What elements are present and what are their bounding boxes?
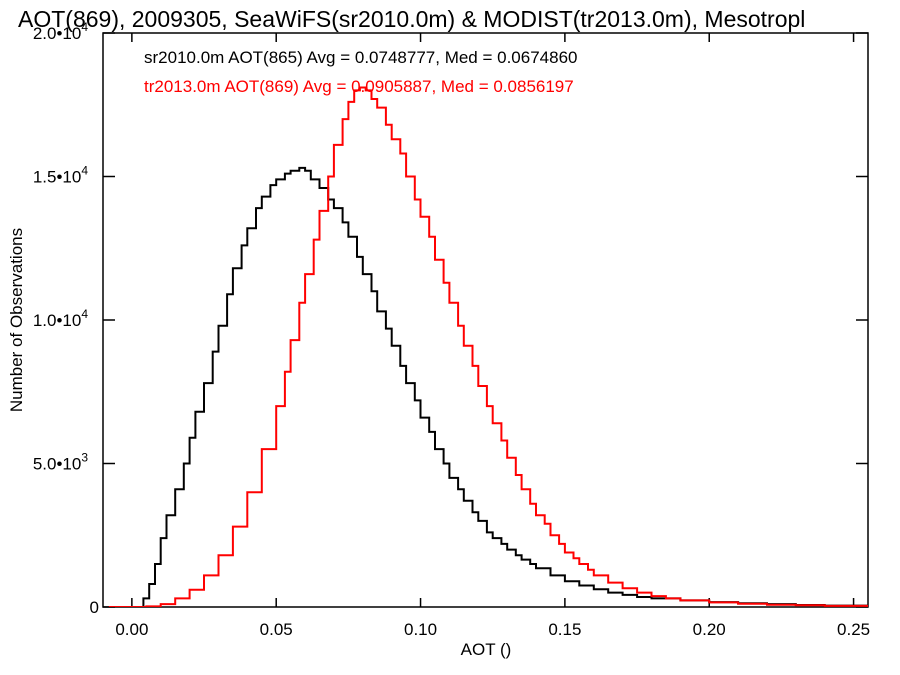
series-group (108, 86, 868, 607)
x-tick-label: 0.15 (548, 620, 581, 639)
y-tick-label: 5.0•103 (33, 451, 89, 474)
series-line-sr2010 (108, 166, 868, 607)
y-tick-label: 0 (90, 598, 99, 617)
x-tick-label: 0.00 (115, 620, 148, 639)
x-tick-label: 0.10 (404, 620, 437, 639)
y-tick-label: 1.0•104 (33, 307, 89, 330)
annotation-sr2010: sr2010.0m AOT(865) Avg = 0.0748777, Med … (144, 48, 578, 67)
y-axis: 0 5.0•103 1.0•104 1.5•104 2.0•104 (33, 20, 868, 617)
chart-title: AOT(869), 2009305, SeaWiFS(sr2010.0m) & … (18, 6, 805, 32)
series-line-tr2013 (108, 86, 868, 607)
x-tick-label: 0.05 (260, 620, 293, 639)
x-axis-label: AOT () (461, 640, 512, 659)
y-axis-label: Number of Observations (7, 228, 26, 412)
annotation-tr2013: tr2013.0m AOT(869) Avg = 0.0905887, Med … (144, 77, 574, 96)
x-tick-label: 0.20 (693, 620, 726, 639)
y-tick-label: 1.5•104 (33, 164, 89, 187)
x-axis: 0.00 0.05 0.10 0.15 0.20 0.25 (115, 33, 870, 639)
y-tick-label: 2.0•104 (33, 20, 89, 43)
x-tick-label: 0.25 (837, 620, 870, 639)
